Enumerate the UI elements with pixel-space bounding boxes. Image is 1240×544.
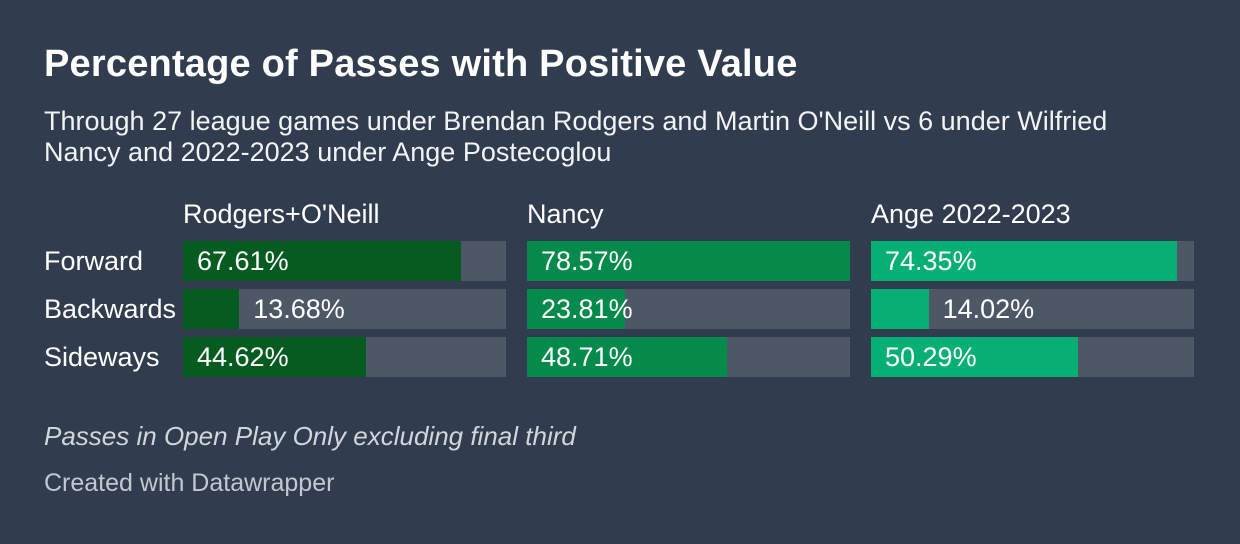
chart-footnote: Passes in Open Play Only excluding final…	[44, 421, 576, 451]
bar-fill	[527, 241, 850, 281]
bar-fill	[871, 289, 929, 329]
column-header-3: Ange 2022-2023	[871, 199, 1071, 229]
bar-track: 23.81%	[527, 289, 850, 329]
bar-value-label: 78.57%	[541, 245, 633, 276]
bar-value-label: 13.68%	[253, 293, 345, 324]
bar-track: 74.35%	[871, 241, 1194, 281]
bar-track: 50.29%	[871, 337, 1194, 377]
chart-title: Percentage of Passes with Positive Value	[44, 43, 798, 85]
column-header-2: Nancy	[527, 199, 604, 229]
column-header-1: Rodgers+O'Neill	[183, 199, 380, 229]
category-label: Sideways	[44, 341, 160, 372]
bar-value-label: 48.71%	[541, 341, 633, 372]
category-label: Forward	[44, 245, 144, 276]
bar-track: 44.62%	[183, 337, 506, 377]
bar-fill	[527, 289, 625, 329]
chart-subtitle: Through 27 league games under Brendan Ro…	[44, 106, 1108, 167]
bar-track: 13.68%	[183, 289, 506, 329]
bar-track: 67.61%	[183, 241, 506, 281]
datawrapper-attribution: Created with Datawrapper	[44, 469, 335, 497]
bar-track: 48.71%	[527, 337, 850, 377]
chart: Rodgers+O'Neill Nancy Ange 2022-2023 Forwar…	[44, 199, 1194, 377]
bar-value-label: 44.62%	[197, 341, 289, 372]
bar-fill	[183, 337, 367, 377]
bar-track: 78.57%	[527, 241, 850, 281]
bar-fill	[183, 289, 240, 329]
bar-value-label: 50.29%	[885, 341, 977, 372]
chart-corner-spacer	[44, 199, 162, 233]
bar-fill	[183, 241, 461, 281]
bar-fill	[871, 241, 1177, 281]
bar-fill	[871, 337, 1078, 377]
bar-value-label: 74.35%	[885, 245, 977, 276]
bar-value-label: 23.81%	[541, 293, 633, 324]
bar-fill	[527, 337, 728, 377]
bar-value-label: 67.61%	[197, 245, 289, 276]
bar-track: 14.02%	[871, 289, 1194, 329]
bar-value-label: 14.02%	[942, 293, 1035, 324]
category-label: Backwards	[44, 293, 177, 324]
